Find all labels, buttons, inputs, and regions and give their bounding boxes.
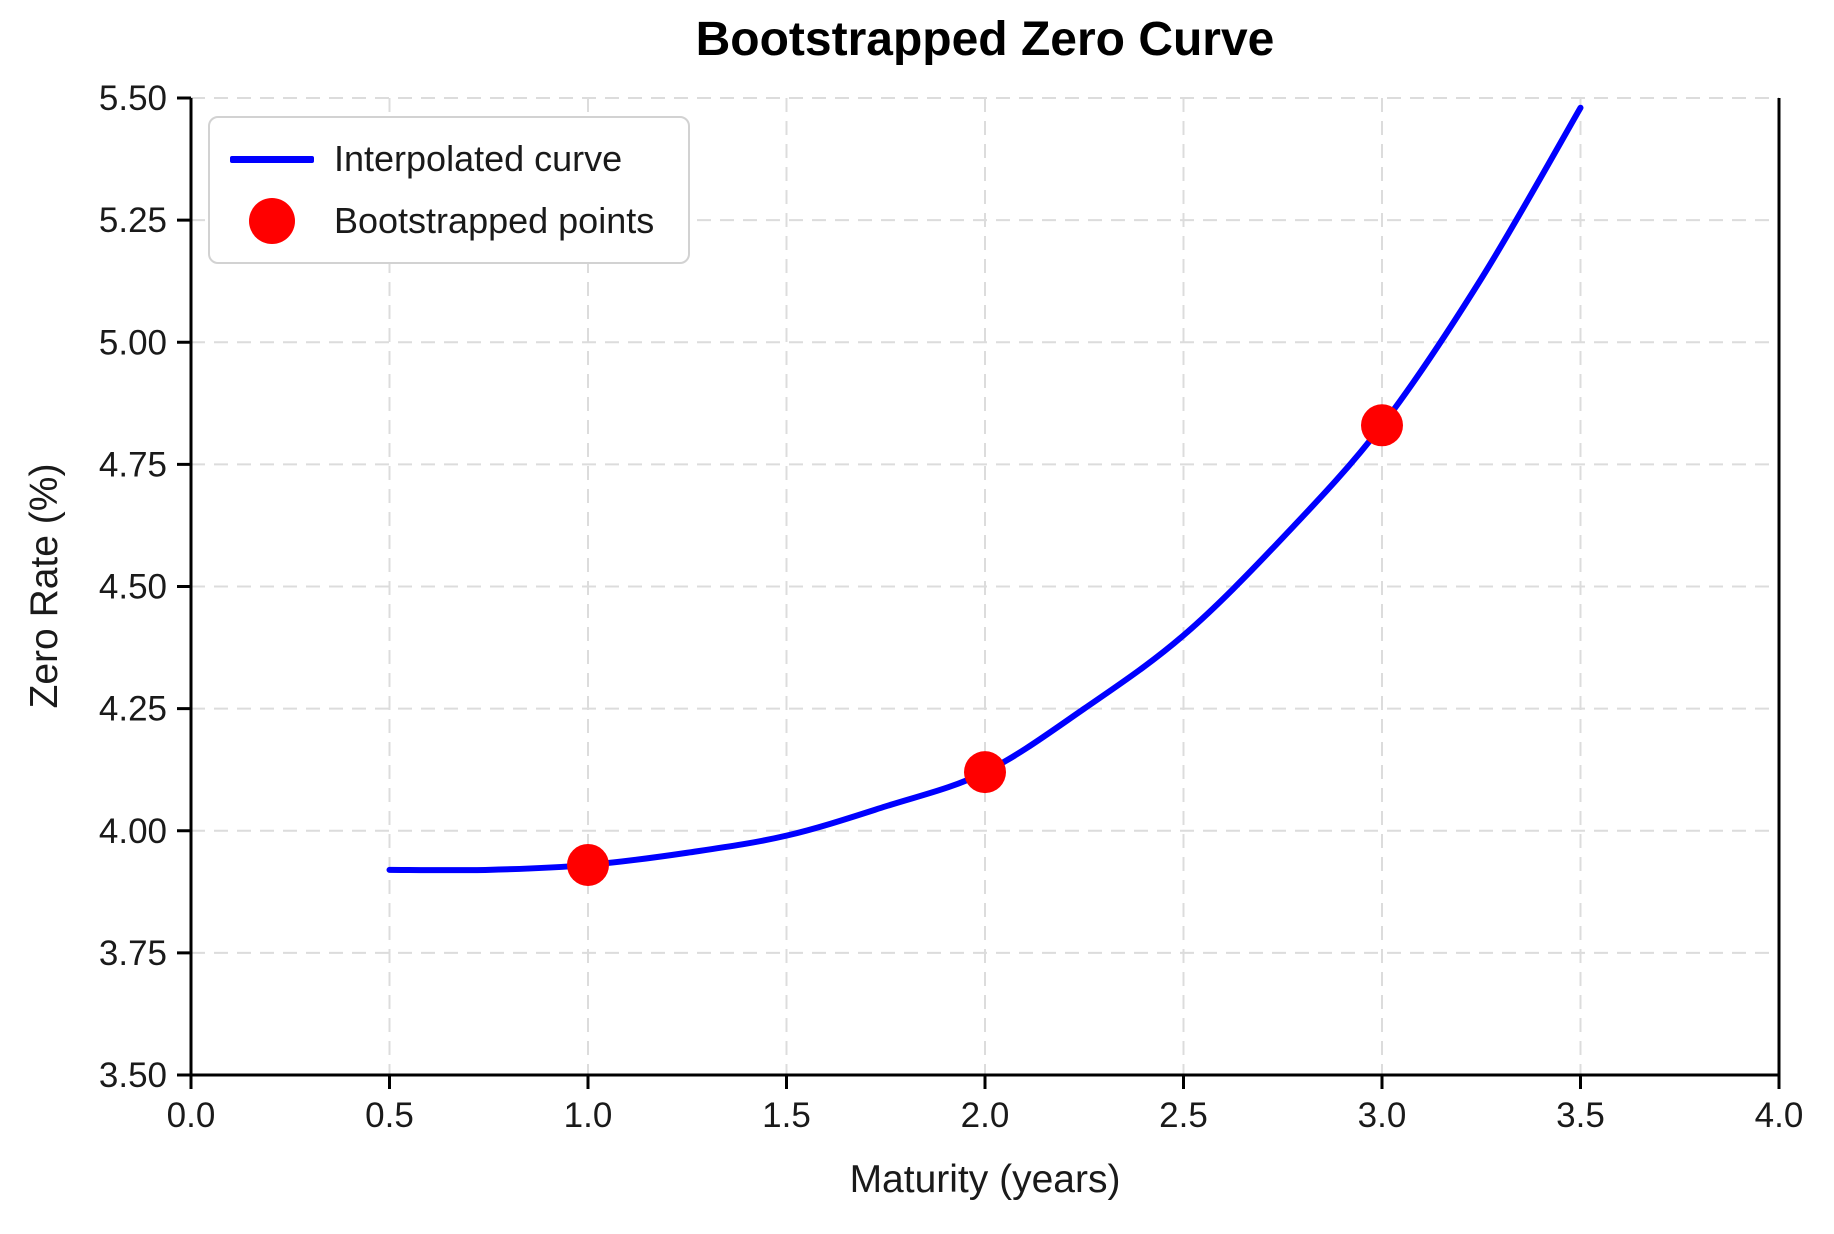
x-axis-label: Maturity (years) <box>849 1158 1121 1201</box>
plot-area: 0.0 0.5 1.0 1.5 2.0 2.5 3.0 3.5 4.0 3.50 3.75 4.00 4… <box>99 79 1803 1135</box>
legend-swatch-column <box>210 198 334 244</box>
x-tick-label: 4.0 <box>1755 1096 1804 1135</box>
legend: Interpolated curve Bootstrapped points <box>208 116 691 264</box>
x-tick-label: 3.0 <box>1358 1096 1407 1135</box>
bootstrapped-point <box>964 751 1006 794</box>
legend-item-bootstrapped-points: Bootstrapped points <box>210 190 654 252</box>
interpolated-curve-line <box>386 104 1584 874</box>
bootstrapped-point <box>567 843 609 886</box>
y-tick-label: 3.75 <box>99 934 167 973</box>
legend-item-interpolated-curve: Interpolated curve <box>210 128 654 190</box>
x-tick-label: 1.5 <box>762 1096 811 1135</box>
legend-label-bootstrapped-points: Bootstrapped points <box>334 200 655 241</box>
y-tick-label: 5.00 <box>99 323 167 362</box>
y-tick-label: 4.25 <box>99 690 167 729</box>
bootstrapped-point <box>1361 404 1403 447</box>
y-tick-label: 3.50 <box>99 1056 167 1095</box>
x-tick-label: 3.5 <box>1556 1096 1605 1135</box>
legend-swatch-column <box>210 155 334 163</box>
chart-title: Bootstrapped Zero Curve <box>695 13 1275 66</box>
x-tick-label: 2.5 <box>1159 1096 1208 1135</box>
y-tick-label: 5.50 <box>99 79 167 118</box>
y-tick-label: 4.50 <box>99 568 167 607</box>
line-swatch-icon <box>230 155 314 163</box>
legend-label-interpolated-curve: Interpolated curve <box>334 138 623 179</box>
y-tick-label: 5.25 <box>99 201 167 240</box>
y-tick-label: 4.75 <box>99 445 167 484</box>
x-tick-label: 0.5 <box>365 1096 414 1135</box>
y-axis-label: Zero Rate (%) <box>23 463 66 709</box>
dot-swatch-icon <box>249 198 295 244</box>
x-tick-label: 2.0 <box>961 1096 1010 1135</box>
y-tick-label: 4.00 <box>99 812 167 851</box>
x-tick-label: 0.0 <box>167 1096 216 1135</box>
x-tick-label: 1.0 <box>564 1096 613 1135</box>
